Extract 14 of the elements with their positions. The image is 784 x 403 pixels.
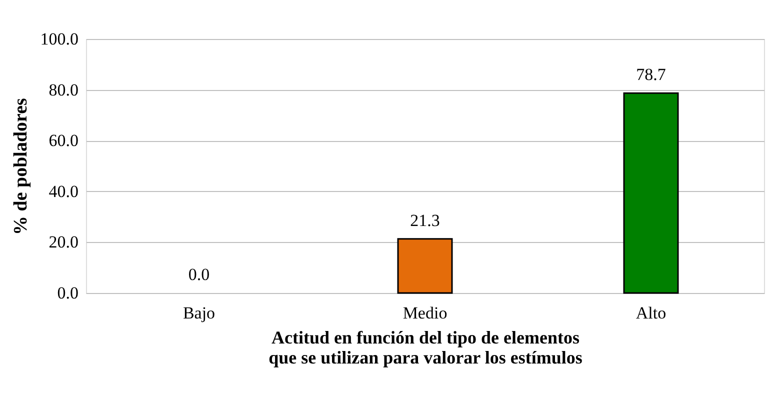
data-label: 0.0 (188, 265, 210, 284)
x-tick-label: Alto (636, 304, 666, 322)
y-tick-label: 0.0 (57, 284, 78, 302)
y-tick-label: 20.0 (48, 232, 78, 252)
data-label: 78.7 (636, 65, 666, 84)
y-tick-label: 40.0 (48, 182, 78, 201)
y-tick-label: 100.0 (40, 30, 78, 48)
data-label: 21.3 (410, 210, 440, 230)
y-tick-label: 60.0 (48, 131, 78, 150)
x-tick-label: Bajo (182, 304, 216, 322)
x-tick-label: Medio (402, 304, 448, 322)
y-axis-title: % de pobladores (10, 98, 32, 235)
x-axis-title: Actitud en función del tipo de elementos que se utilizan para valorar los estímulos (268, 328, 582, 368)
y-tick-label: 80.0 (48, 80, 78, 100)
